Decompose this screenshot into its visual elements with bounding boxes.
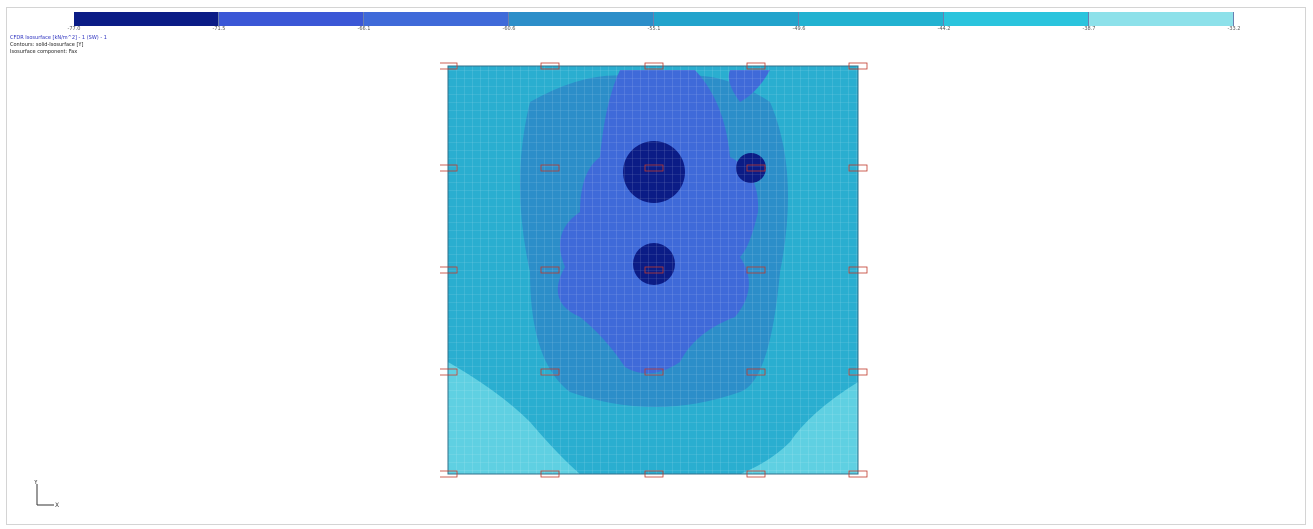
colorbar-tick-label: -38.7 bbox=[1082, 26, 1096, 32]
colorbar-legend bbox=[74, 12, 1234, 26]
colorbar-tick-label: -55.1 bbox=[647, 26, 661, 32]
colorbar-tick-label: -44.2 bbox=[937, 26, 951, 32]
support-node[interactable] bbox=[848, 164, 868, 172]
support-node[interactable] bbox=[540, 266, 560, 274]
support-node[interactable] bbox=[746, 266, 766, 274]
support-node[interactable] bbox=[440, 368, 458, 376]
support-node[interactable] bbox=[540, 164, 560, 172]
mesh-grid bbox=[448, 66, 858, 474]
info-line-3: Isosurface component: Fax bbox=[10, 49, 78, 55]
colorbar-segment bbox=[364, 12, 509, 26]
info-line-2: Contours: solid-Isosurface [Y] bbox=[10, 42, 84, 48]
support-node[interactable] bbox=[540, 62, 560, 70]
plate-outline bbox=[447, 65, 859, 475]
colorbar-segment bbox=[799, 12, 944, 26]
result-info: CFDR Isosurface [kN/m^2] - 1 (SW) - 1 Co… bbox=[10, 35, 107, 56]
support-node[interactable] bbox=[848, 368, 868, 376]
support-node[interactable] bbox=[440, 266, 458, 274]
colorbar-ticks: -77.0 -71.5 -66.1 -60.6 -55.1 -49.6 -44.2 -38.7… bbox=[68, 26, 1241, 36]
colorbar-segment bbox=[74, 12, 219, 26]
support-node[interactable] bbox=[440, 470, 458, 478]
support-node[interactable] bbox=[644, 62, 664, 70]
support-nodes bbox=[440, 62, 868, 478]
support-node[interactable] bbox=[746, 62, 766, 70]
support-node[interactable] bbox=[644, 266, 664, 274]
support-node[interactable] bbox=[440, 164, 458, 172]
support-node[interactable] bbox=[644, 470, 664, 478]
support-node[interactable] bbox=[848, 62, 868, 70]
colorbar-tick-label: -77.0 bbox=[67, 26, 81, 32]
support-node[interactable] bbox=[644, 368, 664, 376]
colorbar-tick-label: -33.2 bbox=[1227, 26, 1241, 32]
support-node[interactable] bbox=[440, 62, 458, 70]
support-node[interactable] bbox=[644, 164, 664, 172]
colorbar-segment bbox=[944, 12, 1089, 26]
support-node[interactable] bbox=[848, 266, 868, 274]
contour-plot[interactable] bbox=[440, 62, 868, 480]
colorbar-segment bbox=[1089, 12, 1234, 26]
colorbar-segment bbox=[654, 12, 799, 26]
support-node[interactable] bbox=[746, 470, 766, 478]
colorbar-tick-label: -49.6 bbox=[792, 26, 806, 32]
support-node[interactable] bbox=[540, 368, 560, 376]
info-line-1: CFDR Isosurface [kN/m^2] - 1 (SW) - 1 bbox=[10, 35, 107, 41]
colorbar-tick-label: -66.1 bbox=[357, 26, 371, 32]
support-node[interactable] bbox=[540, 470, 560, 478]
support-node[interactable] bbox=[746, 368, 766, 376]
colorbar-segment bbox=[219, 12, 364, 26]
colorbar-tick-label: -71.5 bbox=[212, 26, 226, 32]
axes-indicator: Y X bbox=[33, 480, 59, 509]
colorbar-tick-label: -60.6 bbox=[502, 26, 516, 32]
axis-x-label: X bbox=[55, 502, 59, 509]
support-node[interactable] bbox=[848, 470, 868, 478]
support-node[interactable] bbox=[746, 164, 766, 172]
axis-y-label: Y bbox=[33, 480, 38, 486]
colorbar-segment bbox=[509, 12, 654, 26]
